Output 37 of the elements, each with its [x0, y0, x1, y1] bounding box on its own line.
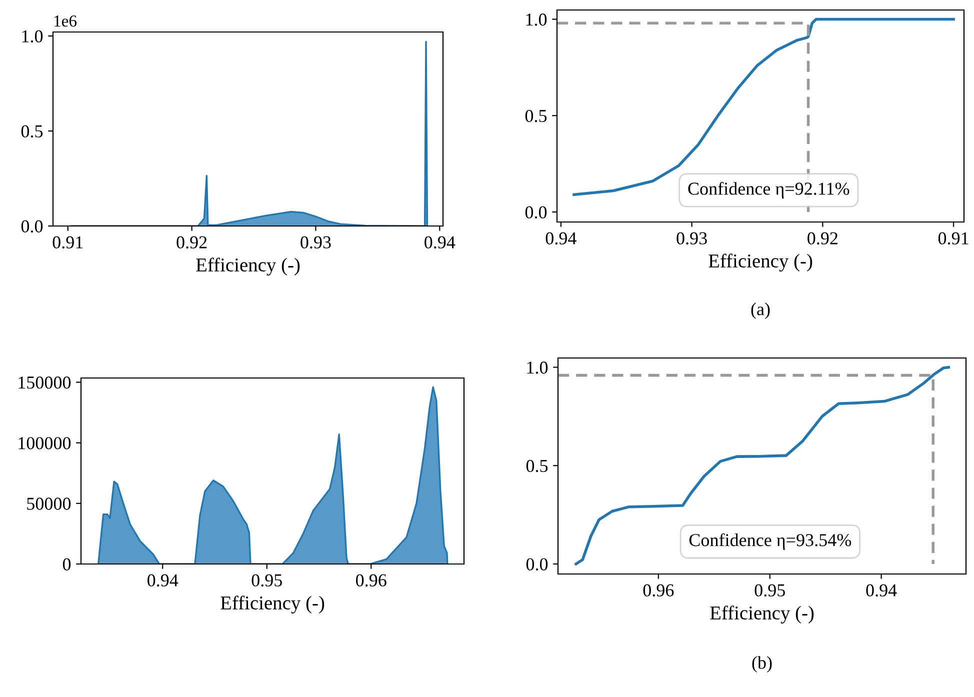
- x-axis-title: Efficiency (-): [220, 596, 324, 614]
- x-axis-title: Efficiency (-): [710, 606, 814, 624]
- y-tick-label: 0.5: [526, 460, 548, 472]
- y-tick-label: 0.0: [525, 206, 547, 218]
- y-tick-label: 0.0: [526, 558, 548, 570]
- annotation: Confidence η=92.11%: [688, 182, 850, 198]
- y-tick-label: 1.0: [22, 30, 43, 43]
- y-tick-label: 50000: [27, 498, 71, 510]
- y-tick-label: 1.0: [526, 14, 547, 26]
- y-tick-label: 100000: [18, 437, 71, 450]
- x-axis-title: Efficiency (-): [708, 254, 812, 272]
- x-tick-label: 0.92: [808, 232, 838, 245]
- x-tick-label: 0.94: [424, 236, 456, 249]
- x-tick-label: 0.92: [176, 236, 207, 249]
- x-tick-label: 0.95: [252, 574, 282, 587]
- y-tick-label: 0.0: [21, 220, 43, 233]
- x-axis-title: Efficiency (-): [196, 258, 300, 276]
- y-tick-label: 0: [62, 558, 71, 570]
- y-tick-label: 0.5: [525, 110, 547, 122]
- x-tick-label: 0.94: [866, 584, 897, 597]
- text: (a): [751, 302, 770, 319]
- annotation: Confidence η=93.54%: [689, 533, 852, 550]
- x-tick-label: 0.93: [300, 236, 331, 249]
- x-tick-label: 0.94: [148, 574, 178, 587]
- x-tick-label: 0.94: [546, 232, 576, 245]
- x-tick-label: 0.91: [52, 236, 83, 249]
- y-tick-label: 1.0: [527, 362, 548, 374]
- y-tick-label: 150000: [18, 376, 71, 389]
- x-tick-label: 0.95: [754, 584, 785, 597]
- x-tick-label: 0.96: [356, 574, 386, 587]
- y-tick-label: 0.5: [21, 125, 43, 138]
- x-tick-label: 0.91: [938, 232, 968, 245]
- line-series: [572, 18, 955, 196]
- text: 1e6: [54, 15, 77, 27]
- text: (b): [752, 656, 772, 672]
- x-tick-label: 0.93: [676, 232, 707, 245]
- x-tick-label: 0.96: [643, 584, 674, 597]
